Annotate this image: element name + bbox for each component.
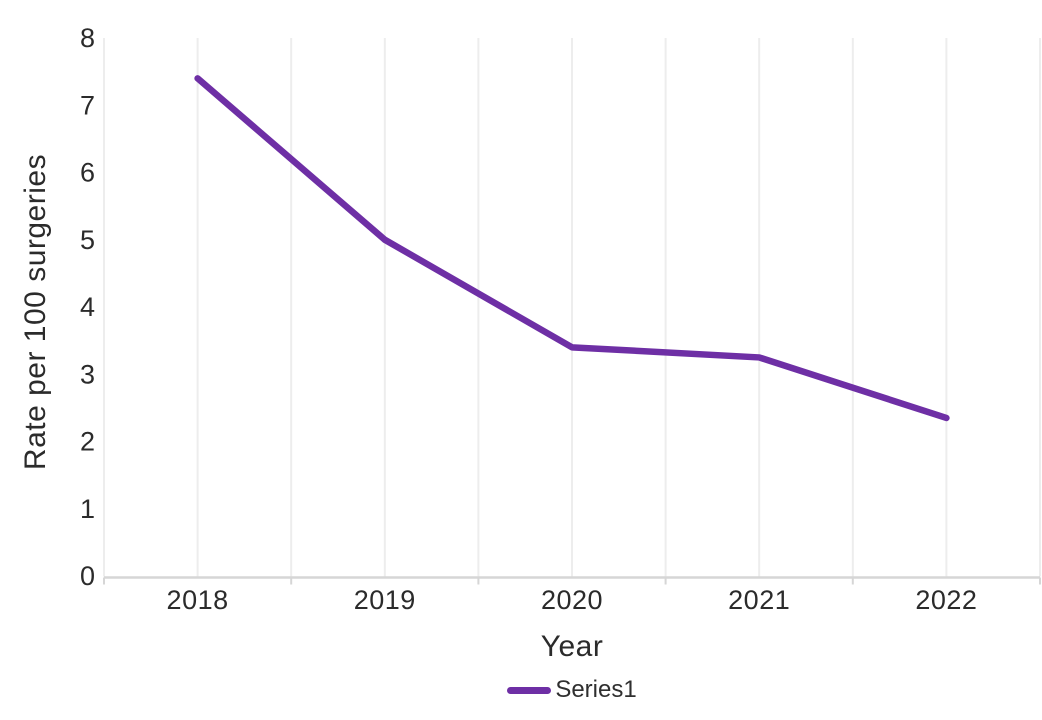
y-tick-label: 7 bbox=[80, 90, 95, 120]
y-tick-label: 4 bbox=[80, 292, 95, 322]
y-tick-label: 8 bbox=[80, 23, 95, 53]
legend-series-label: Series1 bbox=[555, 676, 637, 703]
y-tick-label: 5 bbox=[80, 225, 95, 255]
y-tick-label: 6 bbox=[80, 158, 95, 188]
x-tick-label: 2021 bbox=[728, 585, 790, 615]
x-tick-label: 2019 bbox=[354, 585, 416, 615]
y-tick-label: 0 bbox=[80, 561, 95, 591]
y-axis-title-text: Rate per 100 surgeries bbox=[19, 153, 52, 471]
x-tick-label: 2020 bbox=[541, 585, 603, 615]
y-tick-label: 1 bbox=[80, 494, 95, 524]
legend-line-marker bbox=[507, 686, 552, 694]
x-axis-title: Year bbox=[540, 630, 604, 663]
y-tick-label: 3 bbox=[80, 359, 95, 389]
legend: Series1 bbox=[104, 676, 1040, 704]
x-tick-label: 2022 bbox=[915, 585, 977, 615]
y-tick-label: 2 bbox=[80, 427, 95, 457]
series-line-series1 bbox=[194, 75, 950, 422]
x-tick-label: 2018 bbox=[167, 585, 229, 615]
